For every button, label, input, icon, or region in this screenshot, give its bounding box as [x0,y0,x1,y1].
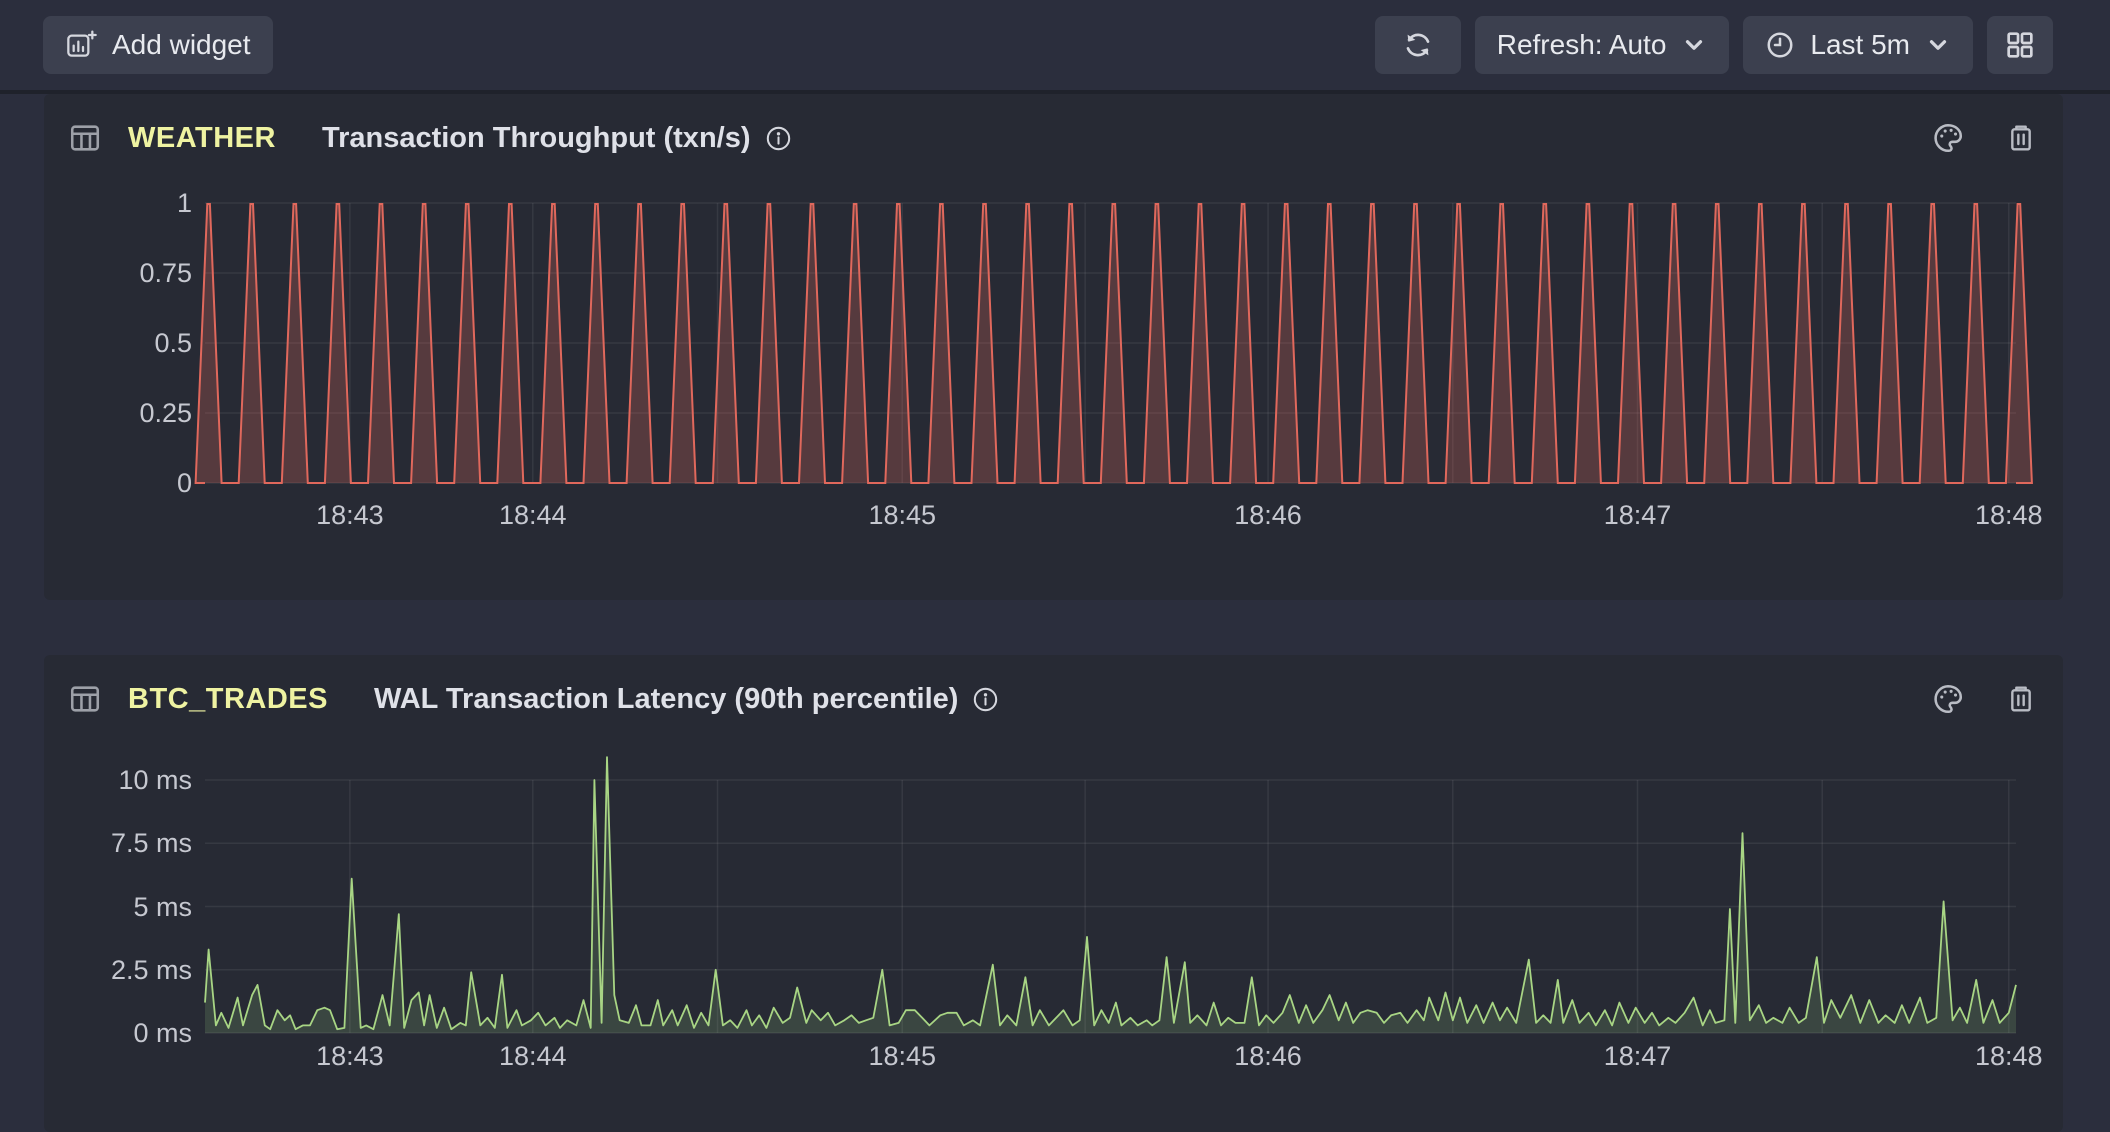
x-tick-label: 18:47 [1603,500,1672,530]
throughput-panel: WEATHER Transaction Throughput (txn/s) [44,94,2063,600]
palette-button[interactable] [1931,121,1965,155]
time-range-label: Last 5m [1810,29,1910,60]
add-widget-icon [65,29,97,61]
latency-chart [204,756,2017,1034]
latency-plot-area[interactable]: 10 ms 7.5 ms 5 ms 2.5 ms 0 ms 18:43 18:44 18:45… [44,655,2063,1132]
chevron-down-icon [1925,32,1951,58]
y-tick-label: 7.5 ms [110,828,192,859]
x-tick-label: 18:45 [868,500,937,530]
throughput-plot-area[interactable]: 1 0.75 0.5 0.25 0 18:43 18:44 18:45 18:46 18:47 18… [44,94,2063,600]
delete-widget-button[interactable] [2005,122,2037,154]
toolbar: Add widget Refresh: Auto [0,0,2110,94]
throughput-panel-header: WEATHER Transaction Throughput (txn/s) [44,110,2063,166]
chart-title: WAL Transaction Latency (90th percentile… [373,682,959,715]
table-icon [68,121,102,155]
x-tick-label: 18:46 [1234,1041,1302,1071]
clock-icon [1765,30,1795,60]
layout-grid-icon [2004,29,2036,61]
layout-grid-button[interactable] [1987,16,2053,74]
info-icon[interactable] [765,125,792,152]
throughput-chart [194,202,2033,484]
x-tick-label: 18:48 [1974,500,2043,530]
toolbar-right-group: Refresh: Auto Last 5m [1361,16,2053,74]
x-tick-label: 18:44 [498,1041,567,1071]
x-tick-label: 18:43 [316,500,384,530]
x-tick-label: 18:46 [1234,500,1302,530]
y-tick-label: 0 ms [133,1018,192,1048]
throughput-series-fill [195,204,2032,483]
refresh-icon [1402,29,1434,61]
add-widget-label: Add widget [112,29,251,60]
info-icon[interactable] [972,686,999,713]
x-tick-label: 18:47 [1603,1041,1672,1071]
table-name: BTC_TRADES [128,682,328,715]
refresh-mode-label: Refresh: Auto [1496,29,1667,60]
y-tick-label: 0.25 [139,398,192,428]
y-tick-label: 2.5 ms [110,954,192,985]
delete-widget-button[interactable] [2005,683,2037,715]
x-tick-label: 18:45 [868,1041,937,1071]
refresh-button[interactable] [1374,16,1461,74]
y-tick-label: 5 ms [133,891,192,922]
latency-series-line [204,756,2017,1031]
latency-panel-header: BTC_TRADES WAL Transaction Latency (90th… [44,671,2063,727]
table-name: WEATHER [128,121,276,154]
x-tick-label: 18:43 [316,1041,384,1071]
throughput-series-line [194,203,2033,484]
y-tick-label: 10 ms [118,765,192,795]
table-icon [68,682,102,716]
chart-title: Transaction Throughput (txn/s) [321,121,751,154]
x-tick-label: 18:48 [1974,1041,2043,1071]
y-tick-label: 0.75 [139,258,192,288]
chevron-down-icon [1681,32,1707,58]
latency-panel: BTC_TRADES WAL Transaction Latency (90th… [44,655,2063,1132]
time-range-dropdown[interactable]: Last 5m [1743,16,1973,74]
y-tick-label: 0 [176,468,192,498]
y-tick-label: 1 [176,188,192,218]
y-tick-label: 0.5 [154,328,192,358]
refresh-mode-dropdown[interactable]: Refresh: Auto [1474,16,1730,74]
add-widget-button[interactable]: Add widget [43,16,273,74]
x-tick-label: 18:44 [498,500,567,530]
palette-button[interactable] [1931,682,1965,716]
